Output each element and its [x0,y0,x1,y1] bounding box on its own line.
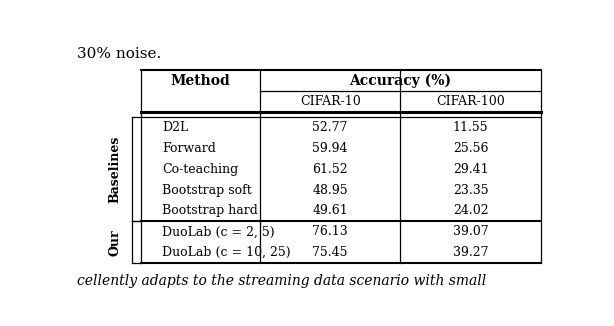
Text: Our: Our [108,229,122,256]
Text: Method: Method [171,74,230,88]
Text: 30% noise.: 30% noise. [77,47,161,61]
Text: 75.45: 75.45 [313,246,348,259]
Text: D2L: D2L [163,121,188,134]
Text: 11.55: 11.55 [453,121,488,134]
Text: 61.52: 61.52 [313,163,348,176]
Text: Accuracy (%): Accuracy (%) [349,74,451,88]
Text: CIFAR-10: CIFAR-10 [300,95,360,108]
Text: DuoLab (c = 2, 5): DuoLab (c = 2, 5) [163,225,275,238]
Text: 29.41: 29.41 [453,163,488,176]
Text: Bootstrap hard: Bootstrap hard [163,204,258,217]
Text: Co-teaching: Co-teaching [163,163,239,176]
Text: 76.13: 76.13 [313,225,348,238]
Text: 24.02: 24.02 [453,204,488,217]
Text: CIFAR-100: CIFAR-100 [436,95,505,108]
Text: cellently adapts to the streaming data scenario with small: cellently adapts to the streaming data s… [77,274,486,288]
Text: 48.95: 48.95 [313,184,348,197]
Text: Baselines: Baselines [108,136,122,203]
Text: 39.07: 39.07 [453,225,488,238]
Text: 49.61: 49.61 [313,204,348,217]
Text: 25.56: 25.56 [453,142,488,155]
Text: 39.27: 39.27 [453,246,488,259]
Text: 59.94: 59.94 [313,142,348,155]
Text: 52.77: 52.77 [313,121,348,134]
Text: 23.35: 23.35 [453,184,488,197]
Text: Forward: Forward [163,142,216,155]
Text: DuoLab (c = 10, 25): DuoLab (c = 10, 25) [163,246,291,259]
Text: Bootstrap soft: Bootstrap soft [163,184,252,197]
